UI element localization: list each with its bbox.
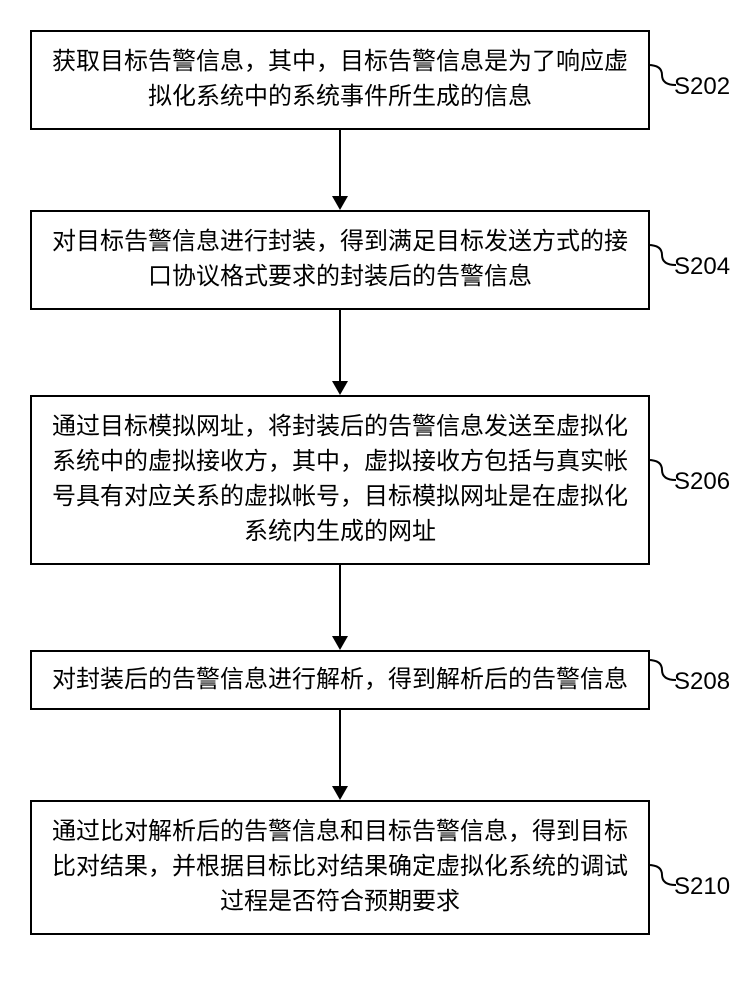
flow-node-s202-text: 获取目标告警信息，其中，目标告警信息是为了响应虚拟化系统中的系统事件所生成的信息 [46,45,634,115]
flow-node-s202: 获取目标告警信息，其中，目标告警信息是为了响应虚拟化系统中的系统事件所生成的信息 [30,30,650,130]
flow-node-s206-text: 通过目标模拟网址，将封装后的告警信息发送至虚拟化系统中的虚拟接收方，其中，虚拟接… [46,410,634,549]
flow-node-s204: 对目标告警信息进行封装，得到满足目标发送方式的接口协议格式要求的封装后的告警信息 [30,210,650,310]
flow-arrow-2-head [332,381,348,395]
flow-arrow-4-head [332,786,348,800]
flow-arrow-1-head [332,196,348,210]
flow-label-s202: S202 [674,73,730,101]
flow-label-s204: S204 [674,253,730,281]
flow-arrow-2 [339,310,341,381]
flow-arrow-4 [339,710,341,786]
flowchart-canvas: 获取目标告警信息，其中，目标告警信息是为了响应虚拟化系统中的系统事件所生成的信息… [0,0,738,1000]
flow-arrow-3 [339,565,341,636]
flow-node-s208-text: 对封装后的告警信息进行解析，得到解析后的告警信息 [52,663,628,698]
flow-node-s206: 通过目标模拟网址，将封装后的告警信息发送至虚拟化系统中的虚拟接收方，其中，虚拟接… [30,395,650,565]
flow-node-s210-text: 通过比对解析后的告警信息和目标告警信息，得到目标比对结果，并根据目标比对结果确定… [46,815,634,919]
flow-label-s210: S210 [674,873,730,901]
flow-label-s206: S206 [674,468,730,496]
flow-node-s208: 对封装后的告警信息进行解析，得到解析后的告警信息 [30,650,650,710]
flow-arrow-1 [339,130,341,196]
flow-arrow-3-head [332,636,348,650]
flow-node-s210: 通过比对解析后的告警信息和目标告警信息，得到目标比对结果，并根据目标比对结果确定… [30,800,650,935]
flow-label-s208: S208 [674,668,730,696]
flow-node-s204-text: 对目标告警信息进行封装，得到满足目标发送方式的接口协议格式要求的封装后的告警信息 [46,225,634,295]
